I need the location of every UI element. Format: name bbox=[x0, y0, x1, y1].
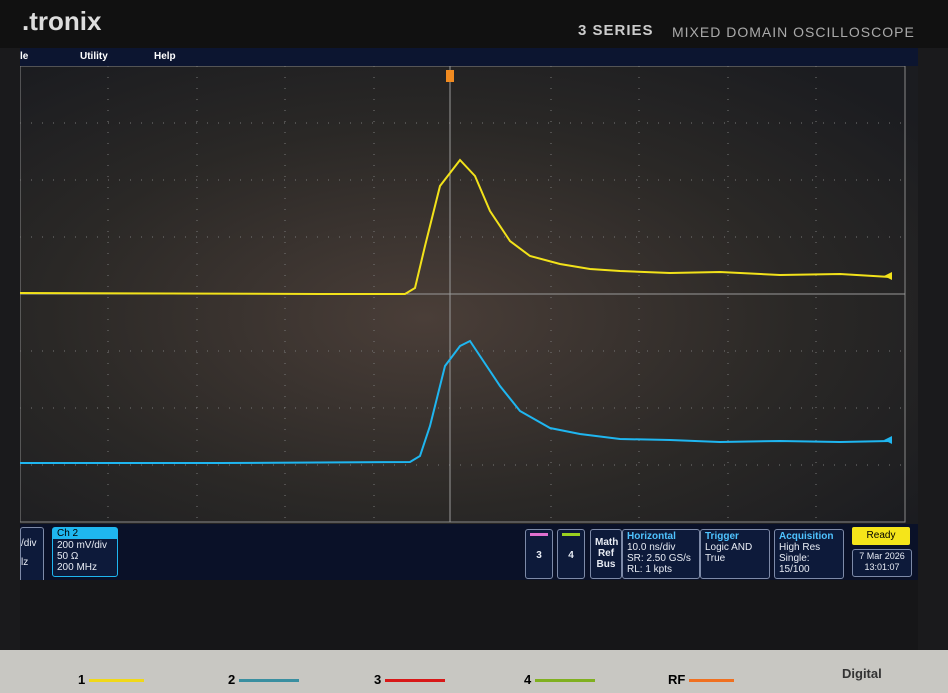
trigger-marker bbox=[446, 70, 454, 82]
oscilloscope-photo: .tronix 3 SERIES MIXED DOMAIN OSCILLOSCO… bbox=[0, 0, 948, 693]
text: SR: 2.50 GS/s bbox=[627, 553, 695, 564]
text: Ref bbox=[595, 548, 617, 559]
rf-key[interactable]: RF bbox=[668, 672, 734, 687]
graticule bbox=[20, 66, 918, 524]
text: 7 Mar 2026 bbox=[857, 551, 907, 562]
text: 200 mV/div bbox=[57, 540, 113, 551]
screen bbox=[20, 66, 918, 524]
text: RF bbox=[668, 672, 685, 687]
ready-status[interactable]: Ready bbox=[852, 527, 910, 545]
digital-key[interactable]: Digital bbox=[842, 666, 882, 681]
text: 4 bbox=[524, 672, 531, 687]
text: 1 bbox=[78, 672, 85, 687]
series: 3 SERIES bbox=[578, 22, 654, 39]
ch3-button[interactable]: 3 bbox=[525, 529, 553, 579]
text: 15/100 bbox=[779, 564, 839, 575]
ch2-label: Ch 2 bbox=[53, 528, 117, 539]
text: True bbox=[705, 553, 765, 564]
menu-item[interactable]: Utility bbox=[80, 51, 108, 62]
ch2-box[interactable]: Ch 2 200 mV/div 50 Ω 200 MHz bbox=[52, 527, 118, 577]
text: 10.0 ns/div bbox=[627, 542, 695, 553]
text: 50 Ω bbox=[57, 551, 113, 562]
ch4-key[interactable]: 4 bbox=[524, 672, 595, 687]
text: /div bbox=[21, 538, 43, 549]
text: 4 bbox=[568, 550, 574, 561]
text: 2 bbox=[228, 672, 235, 687]
text: Single: bbox=[779, 553, 839, 564]
text: Trigger bbox=[705, 531, 765, 542]
front-panel: 1 2 3 4 RF Digital bbox=[0, 650, 948, 693]
product: MIXED DOMAIN OSCILLOSCOPE bbox=[672, 24, 915, 40]
text: 200 MHz bbox=[57, 562, 113, 573]
text: Horizontal bbox=[627, 531, 695, 542]
ch1-key[interactable]: 1 bbox=[78, 672, 144, 687]
text: 3 bbox=[374, 672, 381, 687]
ch3-key[interactable]: 3 bbox=[374, 672, 445, 687]
text: Acquisition bbox=[779, 531, 839, 542]
text: High Res bbox=[779, 542, 839, 553]
text: Bus bbox=[595, 559, 617, 570]
ch2-key[interactable]: 2 bbox=[228, 672, 299, 687]
text: RL: 1 kpts bbox=[627, 564, 695, 575]
text: lz bbox=[21, 557, 43, 568]
ch4-button[interactable]: 4 bbox=[557, 529, 585, 579]
bezel-bottom bbox=[20, 580, 918, 650]
menu-item[interactable]: Help bbox=[154, 51, 176, 62]
text: 3 bbox=[536, 550, 542, 561]
text: Logic AND bbox=[705, 542, 765, 553]
menu-item[interactable]: le bbox=[20, 51, 28, 62]
ch1-box[interactable]: /div lz bbox=[20, 527, 44, 587]
text: 13:01:07 bbox=[857, 562, 907, 573]
brand: .tronix bbox=[22, 6, 101, 37]
text: Math bbox=[595, 537, 617, 548]
menu-bar: le Utility Help bbox=[20, 48, 918, 66]
